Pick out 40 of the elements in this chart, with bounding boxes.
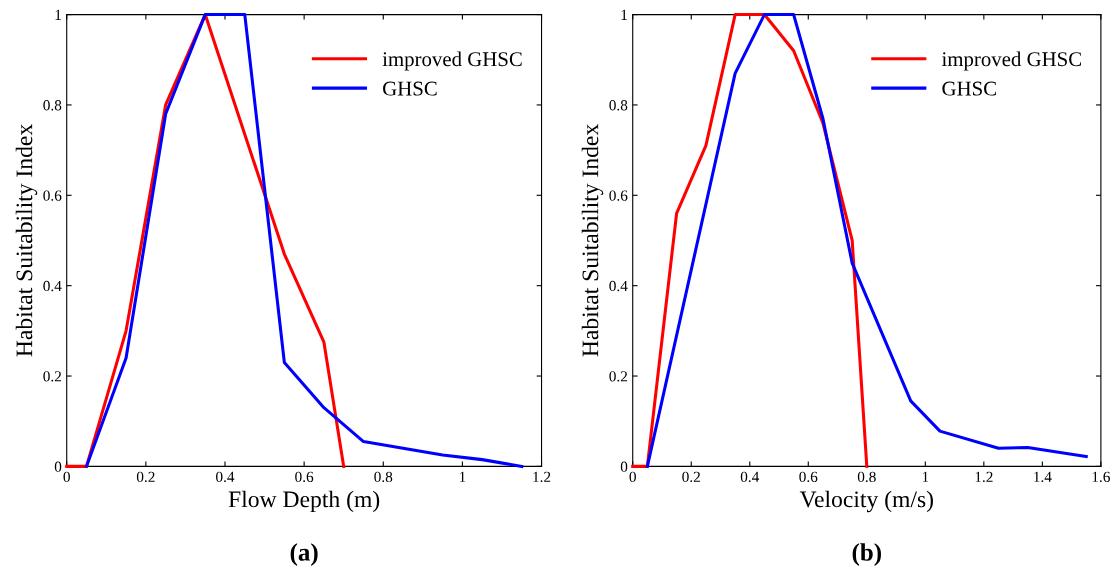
y-tick-label: 0.8 — [609, 100, 628, 111]
x-axis-title: Velocity (m/s) — [799, 490, 933, 513]
x-tick-label: 0.8 — [857, 471, 876, 483]
x-tick-label: 1.6 — [1092, 471, 1110, 483]
x-tick-label: 0.2 — [682, 471, 700, 483]
x-tick-label: 0.4 — [740, 471, 760, 483]
x-axis-title: Flow Depth (m) — [228, 490, 380, 513]
y-tick-label: 0.2 — [609, 371, 628, 382]
x-tick-label: 1.2 — [975, 471, 993, 483]
legend-label: improved GHSC — [382, 51, 522, 71]
line-series — [84, 13, 524, 468]
x-tick-label: 0.2 — [136, 471, 155, 483]
legend-label: GHSC — [942, 81, 996, 96]
y-tick-label: 0 — [54, 461, 62, 472]
y-tick-label: 0.4 — [609, 280, 628, 292]
x-tick-label: 1 — [922, 471, 929, 482]
text: (a) — [290, 543, 318, 566]
legend-label: improved GHSC — [941, 51, 1081, 71]
y-tick-label: 0 — [620, 461, 628, 472]
x-tick-label: 1.2 — [533, 471, 551, 483]
x-tick-label: 0.4 — [216, 471, 235, 483]
y-tick-label: 0.8 — [43, 100, 62, 111]
x-tick-label: 0 — [629, 471, 636, 483]
y-axis-title: Habitat Suitability Index — [15, 124, 38, 357]
x-tick-label: 0.8 — [374, 471, 393, 483]
line-series — [645, 13, 1088, 468]
y-tick-label: 0.6 — [43, 190, 62, 201]
legend-label: GHSC — [383, 81, 437, 96]
text: (b) — [852, 543, 881, 566]
y-tick-label: 1 — [621, 9, 627, 20]
x-tick-label: 0 — [63, 471, 70, 483]
y-tick-label: 0.4 — [43, 280, 62, 292]
x-tick-label: 0.6 — [295, 471, 314, 483]
y-tick-label: 0.2 — [43, 371, 62, 382]
x-tick-label: 1 — [459, 471, 466, 482]
y-axis-title: Habitat Suitability Index — [581, 124, 604, 357]
x-tick-label: 0.6 — [799, 471, 818, 483]
y-tick-label: 1 — [55, 9, 61, 20]
y-tick-label: 0.6 — [609, 190, 628, 201]
x-tick-label: 1.4 — [1034, 471, 1052, 483]
